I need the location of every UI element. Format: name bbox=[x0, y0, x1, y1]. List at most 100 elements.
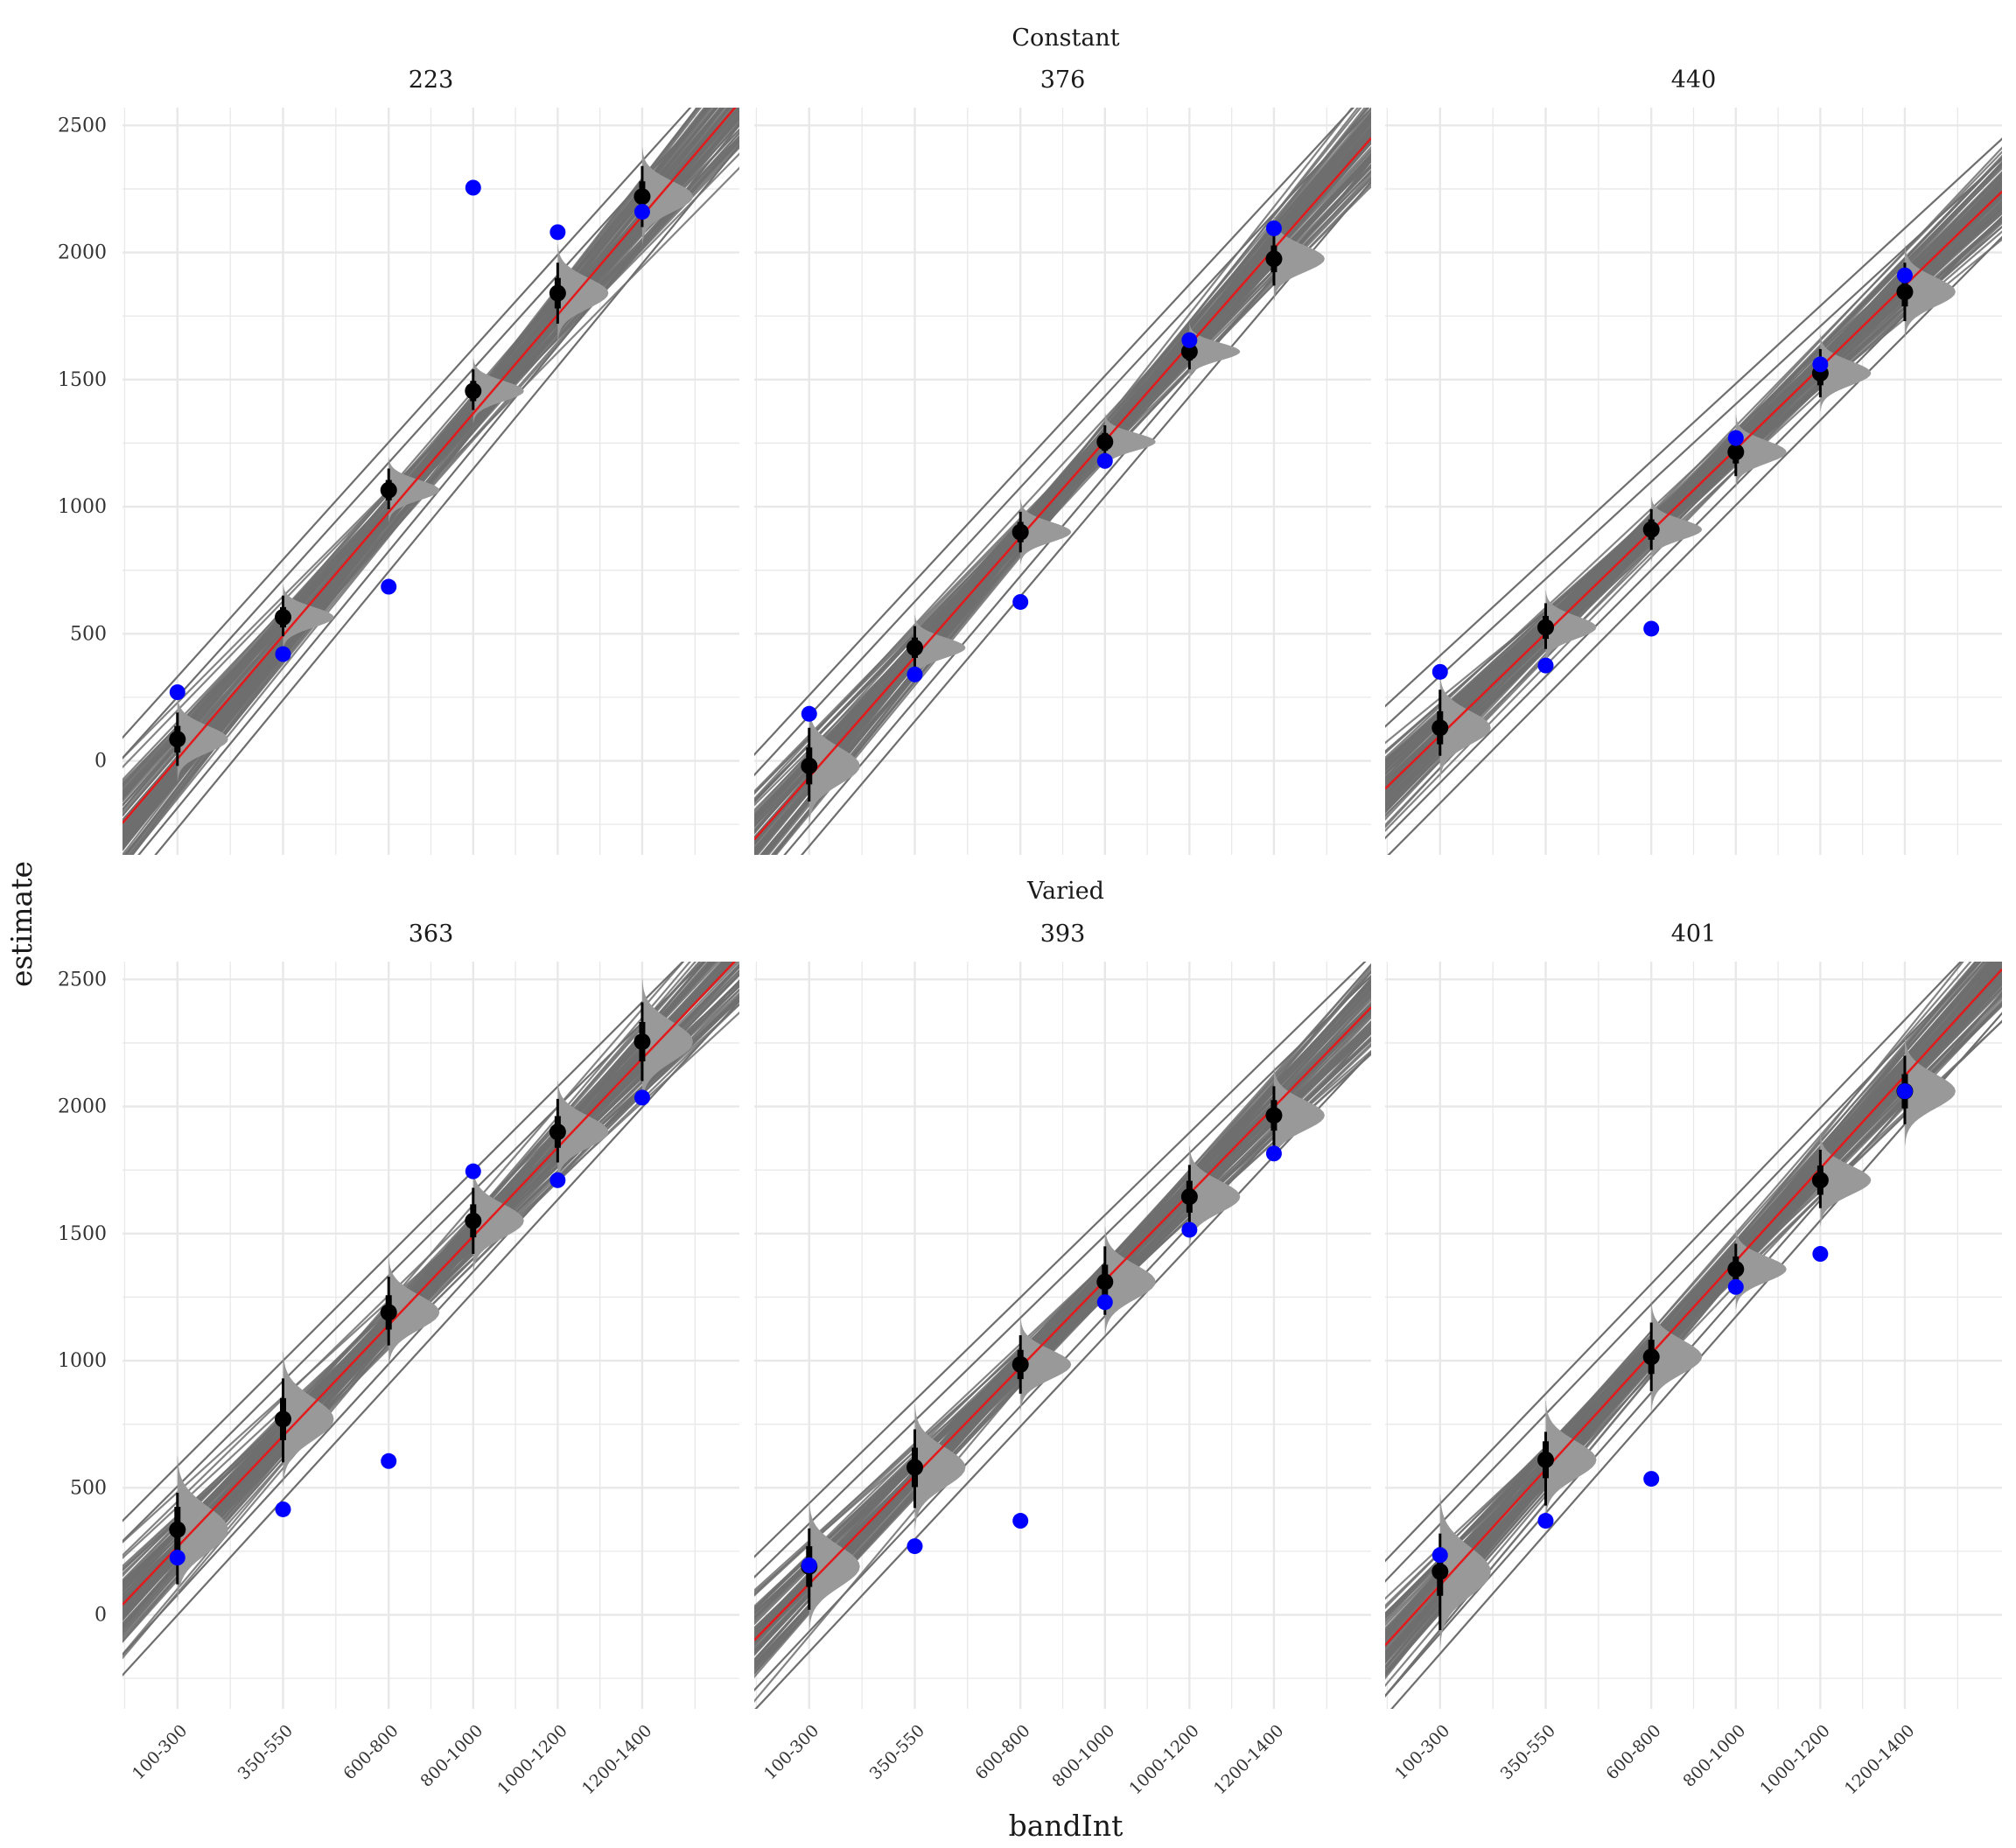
posterior-line-outlier bbox=[1385, 137, 2002, 708]
y-tick-label: 2000 bbox=[58, 242, 107, 264]
x-tick-label: 800-1000 bbox=[416, 1721, 486, 1791]
y-tick-label: 0 bbox=[94, 751, 107, 773]
observed-point bbox=[1812, 1246, 1829, 1263]
estimate-point bbox=[634, 1033, 651, 1050]
observed-point bbox=[1643, 620, 1660, 637]
x-tick-label: 1000-1200 bbox=[494, 1721, 570, 1798]
estimate-point bbox=[1012, 1355, 1029, 1373]
violin bbox=[641, 147, 693, 246]
group-label-constant: Constant bbox=[1012, 24, 1119, 52]
posterior-line-outlier bbox=[754, 974, 1371, 1579]
violin bbox=[1189, 323, 1241, 381]
estimate-point bbox=[380, 481, 397, 499]
observed-point bbox=[1643, 1471, 1660, 1488]
observed-point bbox=[1181, 1222, 1198, 1238]
violins bbox=[808, 1066, 1325, 1632]
observed-point bbox=[550, 224, 566, 241]
estimate-point bbox=[1432, 1563, 1449, 1580]
observed-point bbox=[169, 684, 186, 701]
y-tick-label: 500 bbox=[70, 1477, 107, 1499]
observed-points bbox=[169, 1089, 650, 1566]
violin bbox=[388, 1257, 440, 1368]
violin bbox=[1545, 1400, 1597, 1519]
posterior-line-outlier bbox=[1387, 235, 2002, 855]
violin bbox=[1273, 216, 1325, 302]
panel-title: 376 bbox=[1040, 66, 1086, 94]
estimate-point bbox=[1896, 284, 1914, 301]
observed-point bbox=[906, 666, 923, 682]
posterior-line-outlier bbox=[754, 962, 1367, 1558]
posterior-line bbox=[122, 962, 685, 1613]
estimate-point bbox=[1536, 1451, 1554, 1468]
observed-point bbox=[1727, 430, 1744, 446]
x-tick-label: 350-550 bbox=[234, 1721, 297, 1783]
observed-point bbox=[1096, 452, 1113, 469]
y-tick-label: 0 bbox=[94, 1605, 107, 1627]
observed-point bbox=[275, 646, 291, 662]
posterior-line bbox=[1385, 161, 2002, 806]
estimate-point bbox=[465, 382, 482, 400]
posterior-lines bbox=[1385, 962, 2002, 1709]
estimate-point bbox=[274, 608, 291, 626]
group-label-varied: Varied bbox=[1026, 878, 1104, 905]
estimate-intervals bbox=[1432, 262, 1914, 756]
violin bbox=[914, 1404, 966, 1531]
x-tick-label: 350-550 bbox=[866, 1721, 928, 1783]
x-tick-label: 800-1000 bbox=[1679, 1721, 1749, 1791]
estimate-point bbox=[169, 1521, 186, 1538]
observed-points bbox=[801, 220, 1282, 722]
observed-point bbox=[275, 1501, 291, 1517]
violin bbox=[641, 978, 693, 1105]
observed-point bbox=[1181, 332, 1198, 348]
observed-point bbox=[1096, 1294, 1113, 1311]
observed-points bbox=[169, 179, 650, 701]
observed-point bbox=[1896, 1083, 1913, 1100]
violin bbox=[1273, 1066, 1325, 1165]
violin bbox=[177, 696, 228, 782]
observed-point bbox=[169, 1550, 186, 1566]
y-tick-label: 2500 bbox=[58, 115, 107, 136]
x-tick-label: 600-800 bbox=[1602, 1721, 1664, 1783]
violin bbox=[177, 1456, 228, 1603]
violin bbox=[1651, 1301, 1703, 1412]
estimate-point bbox=[380, 1304, 397, 1321]
panel-title: 363 bbox=[409, 920, 454, 948]
posterior-line-outlier bbox=[122, 108, 692, 739]
observed-point bbox=[1537, 1513, 1554, 1530]
posterior-line bbox=[122, 995, 739, 1593]
x-tick-label: 1200-1400 bbox=[578, 1721, 655, 1798]
violin bbox=[808, 1501, 860, 1632]
y-tick-label: 500 bbox=[70, 623, 107, 645]
estimate-point bbox=[1180, 1188, 1198, 1206]
x-tick-label: 100-300 bbox=[1391, 1721, 1453, 1783]
violins bbox=[1439, 1036, 1956, 1649]
violin bbox=[1904, 1036, 1956, 1146]
y-axis-label: estimate bbox=[4, 861, 38, 987]
posterior-line-outlier bbox=[122, 999, 739, 1677]
posterior-line-outlier bbox=[800, 179, 1371, 855]
estimate-point bbox=[274, 1410, 291, 1428]
x-tick-label: 800-1000 bbox=[1048, 1721, 1118, 1791]
estimate-point bbox=[906, 639, 923, 656]
violin bbox=[388, 457, 440, 523]
panel-grid bbox=[122, 108, 739, 855]
estimate-point bbox=[169, 731, 186, 748]
estimate-point bbox=[1265, 250, 1283, 268]
violin bbox=[1020, 1317, 1072, 1411]
x-tick-label: 1200-1400 bbox=[1210, 1721, 1287, 1798]
y-tick-label: 2000 bbox=[58, 1096, 107, 1118]
fit-line bbox=[122, 108, 737, 824]
estimate-point bbox=[1265, 1107, 1283, 1124]
estimate-point bbox=[1642, 1348, 1660, 1366]
estimate-point bbox=[1180, 343, 1198, 360]
posterior-line-outlier bbox=[1385, 158, 2002, 728]
observed-point bbox=[1537, 657, 1554, 674]
posterior-line bbox=[122, 166, 739, 796]
estimate-point bbox=[549, 1124, 566, 1141]
violin bbox=[808, 706, 860, 825]
violin bbox=[472, 358, 524, 424]
estimate-point bbox=[1096, 433, 1114, 451]
violins bbox=[177, 147, 693, 782]
y-tick-label: 2500 bbox=[58, 969, 107, 990]
